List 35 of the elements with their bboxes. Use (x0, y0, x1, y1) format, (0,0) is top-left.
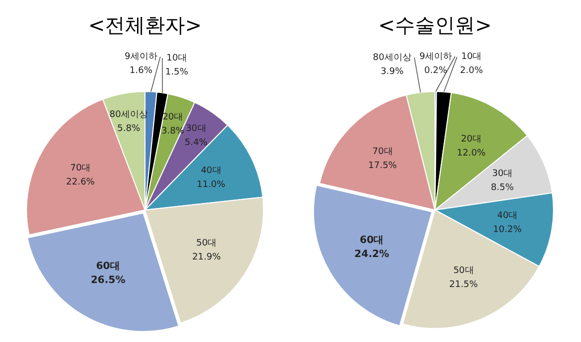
data-label: 3.9% (380, 66, 404, 77)
data-label: 5.8% (117, 124, 141, 134)
slice-label: 60대 (360, 234, 384, 246)
slice-label: 50대 (453, 266, 474, 276)
data-label: 11.0% (196, 180, 226, 190)
data-label: 17.5% (368, 160, 398, 171)
data-label: 12.0% (456, 148, 486, 158)
slice-label: 30대 (492, 168, 513, 179)
slice-label: 9세이하 (419, 52, 452, 62)
slice-label: 10대 (461, 52, 482, 62)
data-label: 22.6% (66, 177, 96, 188)
chart-title: <수술인원> (377, 12, 493, 39)
data-label: 24.2% (354, 248, 390, 260)
chart-title: <전체환자> (87, 12, 203, 39)
data-label: 26.5% (90, 275, 126, 286)
slice-label: 60대 (96, 261, 120, 272)
data-label: 21.5% (449, 280, 478, 290)
data-label: 1.5% (165, 67, 189, 78)
data-label: 2.0% (460, 66, 484, 76)
data-label: 10.2% (493, 225, 522, 236)
data-label: 1.6% (130, 66, 153, 76)
slice-label: 80세이상 (372, 52, 412, 63)
slice-label: 70대 (70, 163, 91, 174)
data-label: 21.9% (192, 252, 222, 263)
slice-label: 40대 (200, 166, 222, 176)
slice-label: 20대 (460, 134, 482, 144)
slice-label: 70대 (372, 146, 393, 157)
data-label: 0.2% (424, 66, 448, 76)
data-label: 8.5% (490, 182, 514, 193)
slice-label: 50대 (196, 238, 217, 249)
slice-label: 10대 (166, 53, 187, 64)
slice-label: 9세이하 (124, 52, 158, 62)
slice-label: 30대 (186, 124, 206, 134)
data-label: 5.4% (184, 138, 208, 148)
slice-label: 40대 (497, 211, 518, 222)
